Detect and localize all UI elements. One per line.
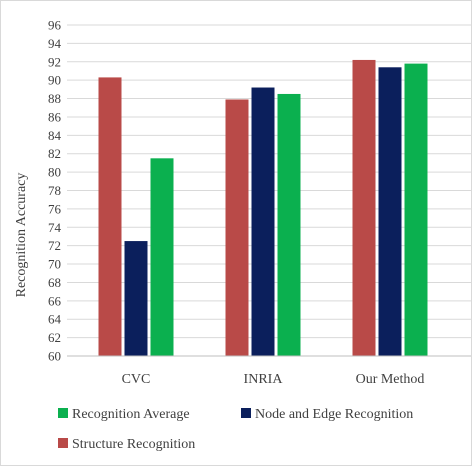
bar (225, 99, 249, 356)
bar (251, 87, 275, 357)
bar (277, 93, 301, 356)
y-tick-label: 80 (48, 165, 61, 180)
y-tick-label: 86 (48, 109, 62, 124)
y-tick-label: 92 (48, 54, 61, 69)
y-tick-label: 74 (48, 220, 62, 235)
y-tick-label: 94 (48, 36, 62, 51)
y-tick-label: 96 (48, 18, 62, 33)
y-tick-label: 68 (48, 275, 61, 290)
legend-label: Recognition Average (72, 407, 190, 422)
legend-swatch (58, 408, 68, 418)
bar (98, 77, 122, 357)
bar (404, 63, 428, 356)
x-category-label: INRIA (244, 372, 284, 387)
y-axis-ticks: 60 62 64 66 68 70 72 74 76 78 80 82 84 86 88 90 92 94 96 (48, 18, 62, 364)
bar (378, 67, 402, 357)
y-tick-label: 78 (48, 183, 61, 198)
legend-label: Structure Recognition (72, 437, 195, 452)
bar (150, 158, 174, 356)
x-category-label: Our Method (356, 372, 425, 387)
y-tick-label: 72 (48, 238, 61, 253)
legend-swatch (241, 408, 251, 418)
legend-swatch (58, 438, 68, 448)
bars (98, 59, 428, 357)
y-tick-label: 64 (48, 312, 62, 327)
y-tick-label: 70 (48, 257, 61, 272)
bar (352, 59, 376, 356)
y-tick-label: 62 (48, 330, 61, 345)
x-axis-categories: CVC INRIA Our Method (122, 372, 425, 387)
y-tick-label: 90 (48, 73, 61, 88)
y-tick-label: 76 (48, 201, 62, 216)
y-tick-label: 60 (48, 349, 61, 364)
y-axis-title: Recognition Accuracy (14, 173, 29, 298)
bar (124, 241, 148, 356)
y-tick-label: 84 (48, 128, 62, 143)
legend-label: Node and Edge Recognition (255, 407, 413, 422)
x-category-label: CVC (122, 372, 151, 387)
y-tick-label: 88 (48, 91, 61, 106)
legend: Recognition Average Node and Edge Recogni… (58, 407, 413, 452)
y-tick-label: 82 (48, 146, 61, 161)
y-tick-label: 66 (48, 293, 62, 308)
